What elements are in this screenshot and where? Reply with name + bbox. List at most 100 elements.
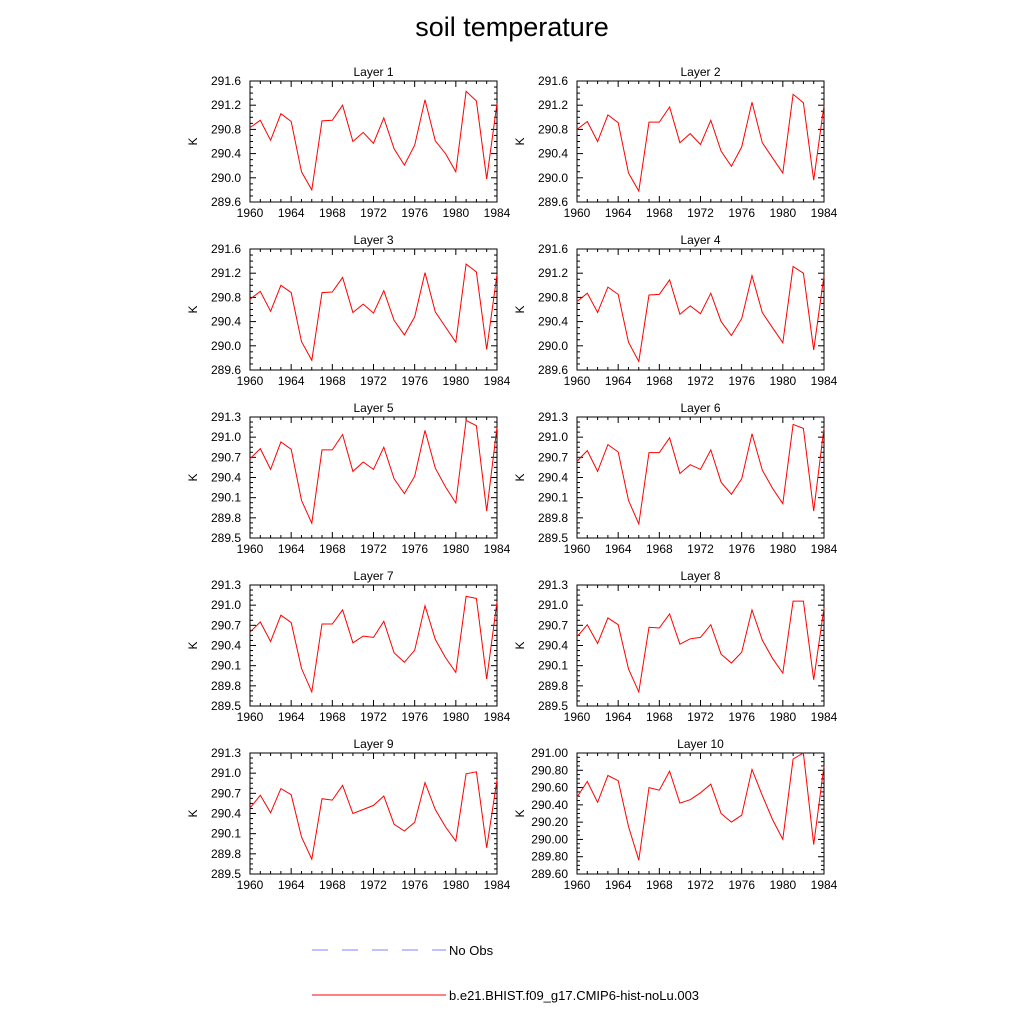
y-tick-label: 289.5 xyxy=(211,867,241,881)
x-tick-label: 1960 xyxy=(237,878,264,892)
y-axis-label: K xyxy=(186,809,200,817)
y-tick-label: 289.6 xyxy=(211,363,241,377)
panel-8: Layer 8 K 1960 1964 1968 1972 1976 1980 1984 289.… xyxy=(513,569,838,724)
y-tick-label: 289.8 xyxy=(211,679,241,693)
series-line-model xyxy=(249,90,498,192)
x-tick-label: 1968 xyxy=(319,542,346,556)
x-tick-label: 1972 xyxy=(360,542,387,556)
x-tick-label: 1964 xyxy=(605,710,632,724)
x-tick-label: 1980 xyxy=(442,878,469,892)
panel-title: Layer 5 xyxy=(353,401,393,415)
x-tick-label: 1960 xyxy=(564,542,591,556)
y-axis-label: K xyxy=(513,305,527,313)
y-tick-label: 290.4 xyxy=(211,147,241,161)
x-tick-label: 1960 xyxy=(237,206,264,220)
x-tick-label: 1984 xyxy=(484,206,511,220)
y-tick-label: 290.8 xyxy=(538,290,568,304)
x-tick-label: 1964 xyxy=(278,206,305,220)
x-tick-label: 1964 xyxy=(278,542,305,556)
x-tick-label: 1968 xyxy=(646,374,673,388)
y-tick-label: 291.6 xyxy=(538,74,568,88)
y-axis-label: K xyxy=(513,809,527,817)
x-tick-label: 1968 xyxy=(646,710,673,724)
x-tick-label: 1984 xyxy=(811,374,838,388)
y-tick-label: 290.0 xyxy=(538,339,568,353)
x-tick-label: 1980 xyxy=(769,710,796,724)
x-tick-label: 1968 xyxy=(646,542,673,556)
x-tick-label: 1960 xyxy=(237,374,264,388)
series-line-model xyxy=(249,595,498,694)
y-tick-label: 290.4 xyxy=(538,471,568,485)
legend-model-label: b.e21.BHIST.f09_g17.CMIP6-hist-noLu.003 xyxy=(449,988,699,1003)
y-tick-label: 290.1 xyxy=(538,659,568,673)
panel-title: Layer 8 xyxy=(680,569,720,583)
x-tick-label: 1980 xyxy=(442,542,469,556)
x-tick-label: 1968 xyxy=(319,374,346,388)
y-tick-label: 289.8 xyxy=(211,511,241,525)
x-tick-label: 1960 xyxy=(237,542,264,556)
x-tick-label: 1960 xyxy=(564,206,591,220)
y-tick-label: 289.6 xyxy=(211,195,241,209)
y-axis-label: K xyxy=(513,641,527,649)
x-tick-label: 1980 xyxy=(769,878,796,892)
y-tick-label: 291.3 xyxy=(211,410,241,424)
y-tick-label: 290.4 xyxy=(538,639,568,653)
y-tick-label: 291.3 xyxy=(538,578,568,592)
y-tick-label: 290.0 xyxy=(538,171,568,185)
x-tick-label: 1968 xyxy=(646,878,673,892)
panel-title: Layer 7 xyxy=(353,569,393,583)
x-tick-label: 1964 xyxy=(278,710,305,724)
panel-6: Layer 6 K 1960 1964 1968 1972 1976 1980 1984 289.… xyxy=(513,401,838,556)
panel-title: Layer 3 xyxy=(353,233,393,247)
x-tick-label: 1972 xyxy=(687,878,714,892)
x-tick-label: 1984 xyxy=(484,878,511,892)
x-tick-label: 1976 xyxy=(401,542,428,556)
x-tick-label: 1976 xyxy=(401,878,428,892)
x-tick-label: 1972 xyxy=(360,878,387,892)
y-tick-label: 290.7 xyxy=(538,450,568,464)
x-tick-label: 1964 xyxy=(605,206,632,220)
y-tick-label: 291.3 xyxy=(211,578,241,592)
x-tick-label: 1976 xyxy=(401,374,428,388)
panel-frame xyxy=(576,416,825,539)
x-tick-label: 1984 xyxy=(484,374,511,388)
y-tick-label: 289.8 xyxy=(538,679,568,693)
x-tick-label: 1976 xyxy=(728,206,755,220)
x-tick-label: 1968 xyxy=(646,206,673,220)
x-tick-label: 1972 xyxy=(360,374,387,388)
panel-1: Layer 1 K 1960 1964 1968 1972 1976 1980 1984 289.… xyxy=(186,65,511,220)
y-tick-label: 290.20 xyxy=(531,815,568,829)
y-tick-label: 291.3 xyxy=(538,410,568,424)
x-tick-label: 1972 xyxy=(687,374,714,388)
x-tick-label: 1972 xyxy=(360,206,387,220)
x-tick-label: 1976 xyxy=(728,374,755,388)
x-tick-label: 1960 xyxy=(564,374,591,388)
y-tick-label: 290.4 xyxy=(211,471,241,485)
x-tick-label: 1984 xyxy=(484,710,511,724)
y-tick-label: 291.00 xyxy=(531,746,568,760)
y-tick-label: 290.8 xyxy=(538,122,568,136)
panel-7: Layer 7 K 1960 1964 1968 1972 1976 1980 1984 289.… xyxy=(186,569,511,724)
x-tick-label: 1976 xyxy=(401,206,428,220)
x-tick-label: 1980 xyxy=(769,206,796,220)
panels-group: Layer 1 K 1960 1964 1968 1972 1976 1980 1984 289.… xyxy=(186,65,838,892)
x-tick-label: 1984 xyxy=(811,206,838,220)
y-axis-label: K xyxy=(186,137,200,145)
x-tick-label: 1976 xyxy=(401,710,428,724)
panel-frame xyxy=(576,752,825,875)
panel-9: Layer 9 K 1960 1964 1968 1972 1976 1980 1984 289.… xyxy=(186,737,511,892)
x-tick-label: 1964 xyxy=(605,878,632,892)
y-tick-label: 291.6 xyxy=(211,74,241,88)
x-tick-label: 1980 xyxy=(442,710,469,724)
y-tick-label: 291.0 xyxy=(211,430,241,444)
x-tick-label: 1976 xyxy=(728,710,755,724)
y-tick-label: 291.2 xyxy=(211,266,241,280)
y-tick-label: 291.0 xyxy=(211,598,241,612)
x-tick-label: 1984 xyxy=(484,542,511,556)
panel-3: Layer 3 K 1960 1964 1968 1972 1976 1980 1984 289.… xyxy=(186,233,511,388)
y-tick-label: 291.2 xyxy=(211,98,241,112)
y-tick-label: 291.3 xyxy=(211,746,241,760)
y-tick-label: 290.4 xyxy=(538,315,568,329)
series-line-model xyxy=(576,93,825,193)
series-line-model xyxy=(249,263,498,362)
